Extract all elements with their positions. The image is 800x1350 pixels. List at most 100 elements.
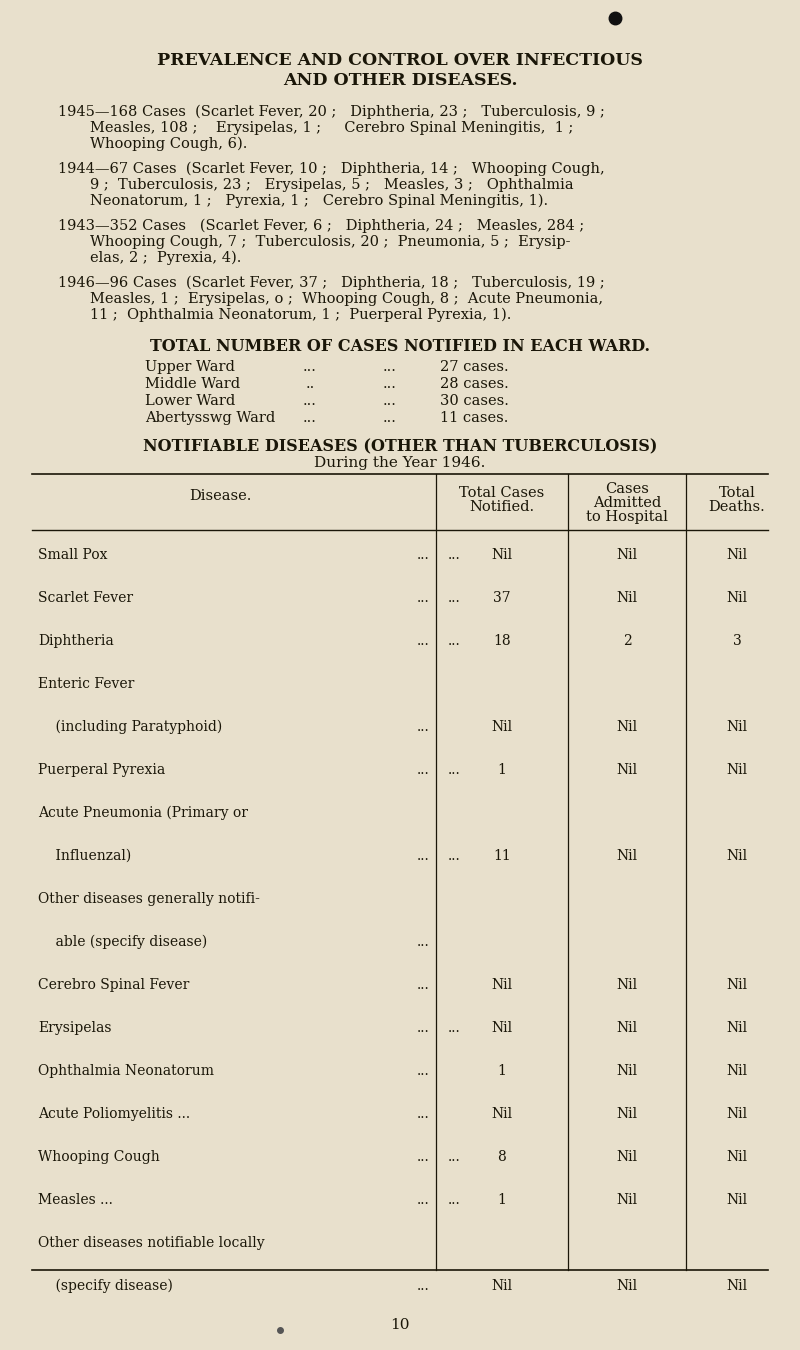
- Text: 18: 18: [493, 634, 511, 648]
- Text: 27 cases.: 27 cases.: [440, 360, 509, 374]
- Text: NOTIFIABLE DISEASES (OTHER THAN TUBERCULOSIS): NOTIFIABLE DISEASES (OTHER THAN TUBERCUL…: [143, 437, 657, 455]
- Text: (specify disease): (specify disease): [38, 1278, 173, 1293]
- Text: 1943—352 Cases   (Scarlet Fever, 6 ;   Diphtheria, 24 ;   Measles, 284 ;: 1943—352 Cases (Scarlet Fever, 6 ; Dipht…: [58, 219, 584, 234]
- Text: Nil: Nil: [617, 548, 638, 562]
- Text: Nil: Nil: [617, 591, 638, 605]
- Text: Lower Ward: Lower Ward: [145, 394, 235, 408]
- Text: 1944—67 Cases  (Scarlet Fever, 10 ;   Diphtheria, 14 ;   Whooping Cough,: 1944—67 Cases (Scarlet Fever, 10 ; Dipht…: [58, 162, 605, 177]
- Text: ..: ..: [306, 377, 314, 392]
- Text: ...: ...: [418, 1278, 430, 1293]
- Text: 1: 1: [498, 763, 506, 778]
- Text: 30 cases.: 30 cases.: [440, 394, 509, 408]
- Text: 1945—168 Cases  (Scarlet Fever, 20 ;   Diphtheria, 23 ;   Tuberculosis, 9 ;: 1945—168 Cases (Scarlet Fever, 20 ; Diph…: [58, 105, 605, 119]
- Text: ...: ...: [448, 1193, 460, 1207]
- Text: ...: ...: [418, 591, 430, 605]
- Text: Ophthalmia Neonatorum: Ophthalmia Neonatorum: [38, 1064, 214, 1079]
- Text: Neonatorum, 1 ;   Pyrexia, 1 ;   Cerebro Spinal Meningitis, 1).: Neonatorum, 1 ; Pyrexia, 1 ; Cerebro Spi…: [90, 194, 548, 208]
- Text: ...: ...: [448, 548, 460, 562]
- Text: Nil: Nil: [617, 849, 638, 863]
- Text: able (specify disease): able (specify disease): [38, 936, 207, 949]
- Text: Total: Total: [718, 486, 755, 500]
- Text: ...: ...: [418, 720, 430, 734]
- Text: Nil: Nil: [726, 1107, 747, 1120]
- Text: PREVALENCE AND CONTROL OVER INFECTIOUS: PREVALENCE AND CONTROL OVER INFECTIOUS: [157, 53, 643, 69]
- Text: Erysipelas: Erysipelas: [38, 1021, 111, 1035]
- Text: ...: ...: [418, 634, 430, 648]
- Text: Small Pox: Small Pox: [38, 548, 107, 562]
- Text: Other diseases generally notifi-: Other diseases generally notifi-: [38, 892, 260, 906]
- Text: 37: 37: [493, 591, 511, 605]
- Text: 8: 8: [498, 1150, 506, 1164]
- Text: ...: ...: [303, 394, 317, 408]
- Text: Measles, 1 ;  Erysipelas, o ;  Whooping Cough, 8 ;  Acute Pneumonia,: Measles, 1 ; Erysipelas, o ; Whooping Co…: [90, 292, 603, 306]
- Text: ...: ...: [448, 849, 460, 863]
- Text: ...: ...: [418, 849, 430, 863]
- Text: Disease.: Disease.: [189, 489, 251, 504]
- Text: 2: 2: [622, 634, 631, 648]
- Text: 1946—96 Cases  (Scarlet Fever, 37 ;   Diphtheria, 18 ;   Tuberculosis, 19 ;: 1946—96 Cases (Scarlet Fever, 37 ; Dipht…: [58, 275, 605, 290]
- Text: ...: ...: [418, 1064, 430, 1079]
- Text: Scarlet Fever: Scarlet Fever: [38, 591, 133, 605]
- Text: ...: ...: [383, 394, 397, 408]
- Text: Enteric Fever: Enteric Fever: [38, 676, 134, 691]
- Text: Whooping Cough, 6).: Whooping Cough, 6).: [90, 136, 247, 151]
- Text: ...: ...: [418, 1150, 430, 1164]
- Text: TOTAL NUMBER OF CASES NOTIFIED IN EACH WARD.: TOTAL NUMBER OF CASES NOTIFIED IN EACH W…: [150, 338, 650, 355]
- Text: AND OTHER DISEASES.: AND OTHER DISEASES.: [282, 72, 518, 89]
- Text: 10: 10: [390, 1318, 410, 1332]
- Text: 1: 1: [498, 1193, 506, 1207]
- Text: Nil: Nil: [726, 1064, 747, 1079]
- Text: Diphtheria: Diphtheria: [38, 634, 114, 648]
- Text: Nil: Nil: [491, 548, 513, 562]
- Text: Nil: Nil: [726, 763, 747, 778]
- Text: Nil: Nil: [726, 1193, 747, 1207]
- Text: Nil: Nil: [726, 720, 747, 734]
- Text: Cerebro Spinal Fever: Cerebro Spinal Fever: [38, 977, 190, 992]
- Text: Nil: Nil: [617, 1107, 638, 1120]
- Text: Nil: Nil: [726, 849, 747, 863]
- Text: Cases: Cases: [605, 482, 649, 495]
- Text: 11 ;  Ophthalmia Neonatorum, 1 ;  Puerperal Pyrexia, 1).: 11 ; Ophthalmia Neonatorum, 1 ; Puerpera…: [90, 308, 511, 323]
- Text: Nil: Nil: [726, 1021, 747, 1035]
- Text: (including Paratyphoid): (including Paratyphoid): [38, 720, 222, 734]
- Text: Admitted: Admitted: [593, 495, 661, 510]
- Text: ...: ...: [418, 1193, 430, 1207]
- Text: ...: ...: [448, 763, 460, 778]
- Text: Nil: Nil: [491, 720, 513, 734]
- Text: Nil: Nil: [617, 720, 638, 734]
- Text: ...: ...: [383, 377, 397, 392]
- Text: Acute Pneumonia (Primary or: Acute Pneumonia (Primary or: [38, 806, 248, 821]
- Text: to Hospital: to Hospital: [586, 510, 668, 524]
- Text: ...: ...: [418, 936, 430, 949]
- Text: Nil: Nil: [491, 1278, 513, 1293]
- Text: Other diseases notifiable locally: Other diseases notifiable locally: [38, 1237, 265, 1250]
- Text: Nil: Nil: [491, 977, 513, 992]
- Text: 1: 1: [498, 1064, 506, 1079]
- Text: ...: ...: [448, 591, 460, 605]
- Text: Nil: Nil: [726, 591, 747, 605]
- Text: ...: ...: [383, 410, 397, 425]
- Text: ...: ...: [418, 977, 430, 992]
- Text: ...: ...: [418, 763, 430, 778]
- Text: ...: ...: [448, 634, 460, 648]
- Text: 9 ;  Tuberculosis, 23 ;   Erysipelas, 5 ;   Measles, 3 ;   Ophthalmia: 9 ; Tuberculosis, 23 ; Erysipelas, 5 ; M…: [90, 178, 574, 192]
- Text: Nil: Nil: [726, 1278, 747, 1293]
- Text: Abertysswg Ward: Abertysswg Ward: [145, 410, 275, 425]
- Text: ...: ...: [448, 1021, 460, 1035]
- Text: 3: 3: [733, 634, 742, 648]
- Text: Influenzal): Influenzal): [38, 849, 131, 863]
- Text: Nil: Nil: [617, 1150, 638, 1164]
- Text: Nil: Nil: [617, 763, 638, 778]
- Text: Nil: Nil: [726, 977, 747, 992]
- Text: Measles ...: Measles ...: [38, 1193, 113, 1207]
- Text: Deaths.: Deaths.: [709, 500, 766, 514]
- Text: ...: ...: [303, 360, 317, 374]
- Text: Measles, 108 ;    Erysipelas, 1 ;     Cerebro Spinal Meningitis,  1 ;: Measles, 108 ; Erysipelas, 1 ; Cerebro S…: [90, 122, 574, 135]
- Text: Nil: Nil: [617, 1021, 638, 1035]
- Text: Puerperal Pyrexia: Puerperal Pyrexia: [38, 763, 166, 778]
- Text: Nil: Nil: [617, 977, 638, 992]
- Text: Whooping Cough, 7 ;  Tuberculosis, 20 ;  Pneumonia, 5 ;  Erysip-: Whooping Cough, 7 ; Tuberculosis, 20 ; P…: [90, 235, 570, 248]
- Text: ...: ...: [418, 1021, 430, 1035]
- Text: Nil: Nil: [491, 1107, 513, 1120]
- Text: Nil: Nil: [617, 1193, 638, 1207]
